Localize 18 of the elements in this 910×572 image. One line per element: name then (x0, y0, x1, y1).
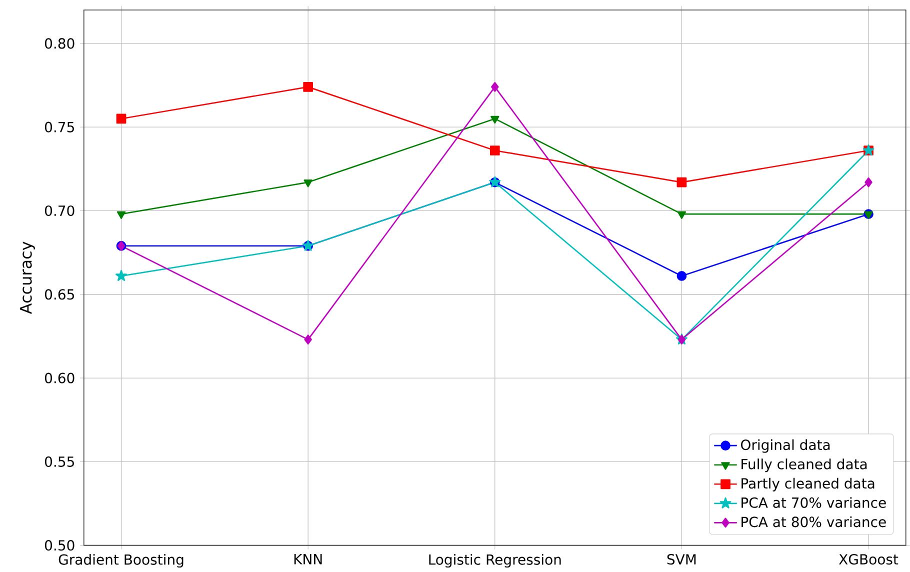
legend-label: PCA at 80% variance (742, 516, 886, 528)
legend-label: Fully cleaned data (742, 458, 867, 472)
y-axis-title: Accuracy (20, 241, 35, 314)
y-tick-label: 0.75 (44, 122, 74, 132)
y-tick-label: 0.80 (44, 38, 74, 49)
legend-label: Original data (741, 439, 830, 453)
x-tick-label: XGBoost (838, 554, 898, 564)
y-tick-label: 0.55 (44, 456, 74, 467)
y-tick-label: 0.70 (44, 205, 74, 216)
legend-label: PCA at 70% variance (742, 496, 886, 508)
legend-label: Partly cleaned data (742, 478, 874, 492)
x-tick-label: KNN (294, 554, 322, 564)
y-tick-label: 0.60 (44, 372, 74, 384)
y-tick-label: 0.65 (44, 288, 74, 300)
x-tick-label: SVM (667, 554, 696, 564)
x-tick-label: Gradient Boosting (58, 554, 184, 568)
y-tick-label: 0.50 (44, 540, 74, 550)
x-tick-label: Logistic Regression (429, 554, 561, 568)
